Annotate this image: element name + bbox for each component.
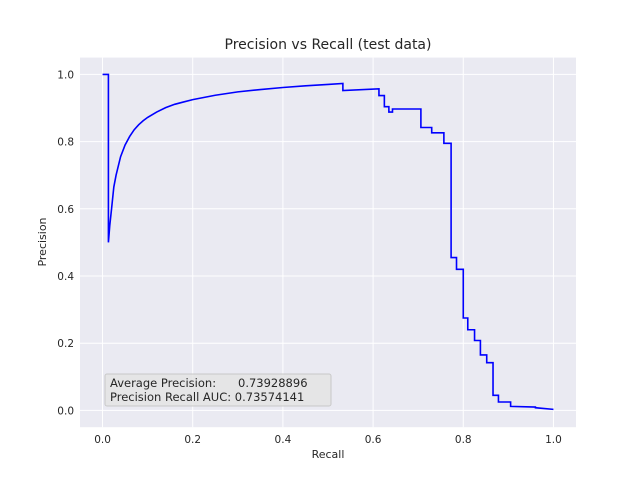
annotation-box [104,373,332,407]
y-tick-labels: 0.0 0.2 0.4 0.6 0.8 1.0 [57,69,74,417]
x-axis-label: Recall [312,448,345,461]
y-tick-label: 0.0 [57,405,74,417]
average-precision-text: Average Precision: 0.73928896 [110,376,308,390]
y-tick-label: 0.8 [57,137,74,149]
precision-recall-curve [102,73,554,411]
metrics-annotation: Average Precision: 0.73928896 Precision … [104,373,332,407]
grid [80,57,576,428]
chart-title: Precision vs Recall (test data) [225,37,432,53]
x-tick-label: 0.0 [94,434,111,446]
x-tick-label: 0.2 [184,434,201,446]
pr-auc-text: Precision Recall AUC: 0.73574141 [110,390,304,404]
y-tick-label: 1.0 [57,69,74,81]
x-tick-label: 0.8 [455,434,472,446]
x-tick-label: 1.0 [545,434,562,446]
y-tick-label: 0.2 [57,338,74,350]
y-tick-label: 0.6 [57,204,74,216]
y-axis-label: Precision [36,217,49,266]
x-tick-label: 0.4 [275,434,292,446]
x-tick-label: 0.6 [365,434,382,446]
x-tick-labels: 0.0 0.2 0.4 0.6 0.8 1.0 [94,434,562,446]
y-tick-label: 0.4 [57,271,74,283]
